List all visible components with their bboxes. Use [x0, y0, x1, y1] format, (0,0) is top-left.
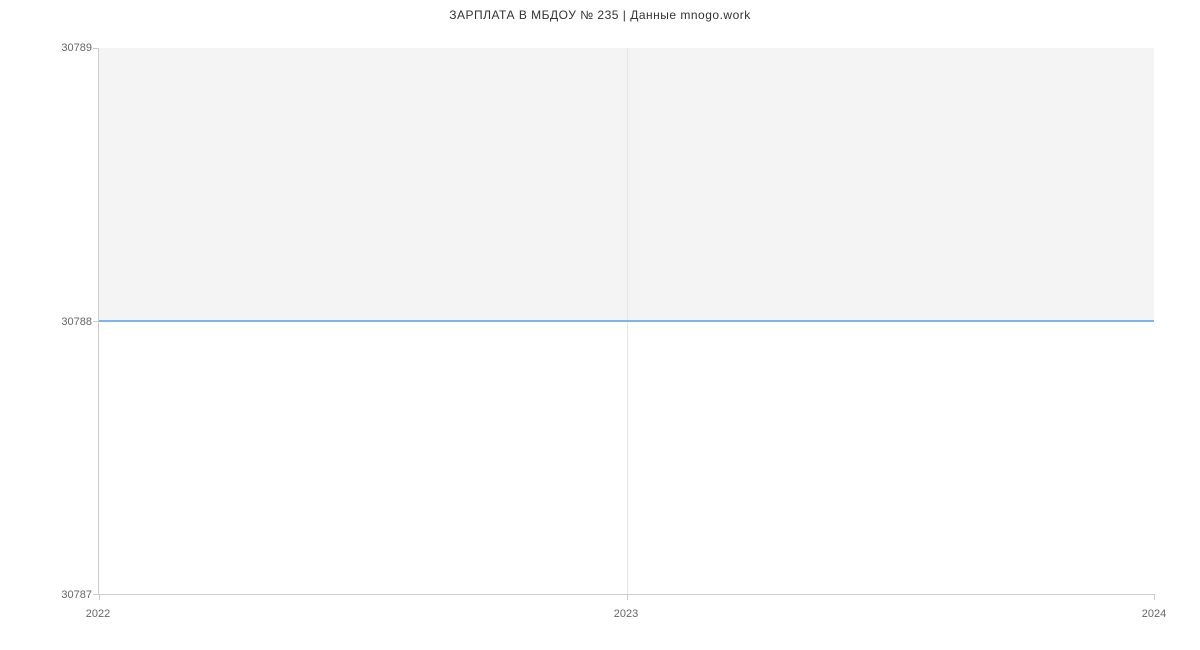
x-axis-label: 2023: [614, 608, 638, 620]
chart-title: ЗАРПЛАТА В МБДОУ № 235 | Данные mnogo.wo…: [0, 8, 1200, 22]
x-tick: [99, 594, 100, 600]
y-tick: [93, 48, 99, 49]
series-line-salary: [99, 320, 1154, 322]
x-tick: [627, 594, 628, 600]
y-axis-label: 30787: [61, 589, 92, 601]
x-tick: [1154, 594, 1155, 600]
x-axis-label: 2022: [86, 608, 110, 620]
y-axis-label: 30789: [61, 42, 92, 54]
x-axis-label: 2024: [1142, 608, 1166, 620]
plot-area: [98, 48, 1154, 595]
y-axis-label: 30788: [61, 316, 92, 328]
